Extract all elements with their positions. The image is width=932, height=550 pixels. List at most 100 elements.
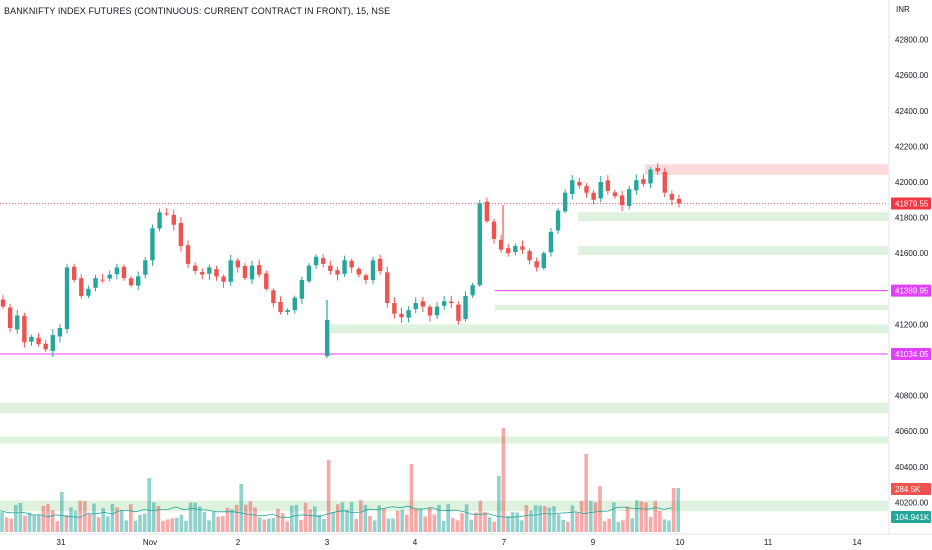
volume-bar: [55, 521, 59, 532]
volume-bar: [423, 516, 427, 532]
volume-bar: [331, 512, 335, 532]
volume-bar: [409, 464, 414, 532]
volume-bar: [115, 507, 119, 532]
y-tick-label: 41200.00: [895, 320, 929, 329]
candle-body: [43, 343, 48, 350]
candle-body: [249, 265, 255, 280]
volume-bar: [147, 478, 151, 532]
candle-body: [662, 171, 667, 193]
volume-bar: [276, 508, 280, 532]
volume-bar: [653, 500, 657, 532]
volume-bar: [101, 508, 105, 532]
candle-body: [271, 290, 276, 304]
volume-bar: [193, 502, 197, 532]
volume-bar: [639, 501, 644, 532]
candle-body: [612, 192, 618, 197]
candle-body: [192, 265, 198, 271]
demand-zone: [0, 402, 888, 414]
x-tick-label: 7: [502, 538, 507, 547]
volume-bar: [386, 518, 391, 532]
volume-bar: [368, 515, 372, 532]
x-tick-label: 4: [413, 538, 418, 547]
volume-bar: [377, 505, 381, 532]
volume-bar: [244, 504, 248, 532]
volume-bar: [179, 514, 184, 532]
candle-body: [79, 278, 84, 296]
x-tick-label: 2: [236, 538, 241, 547]
candle-body: [676, 198, 682, 204]
candle-body: [93, 278, 98, 288]
volume-bar: [239, 484, 243, 532]
volume-bar: [96, 517, 101, 532]
volume-bar: [27, 512, 32, 532]
candle-body: [427, 306, 433, 316]
candle-body: [370, 260, 376, 281]
volume-bar: [336, 504, 340, 532]
volume-bar: [207, 520, 211, 532]
volume-bar: [32, 515, 36, 532]
candle-body: [114, 267, 120, 275]
volume-bar: [156, 506, 161, 532]
volume-bar: [129, 504, 133, 532]
candle-body: [256, 265, 262, 275]
volume-bar: [621, 520, 625, 532]
volume-bar: [556, 514, 561, 532]
volume-bar: [253, 507, 257, 532]
volume-bar: [598, 486, 602, 532]
volume-bar: [248, 501, 253, 532]
volume-bar: [363, 504, 368, 532]
volume-bar: [124, 520, 128, 532]
x-tick-label: 31: [57, 538, 66, 547]
volume-bar: [510, 512, 515, 532]
candle-body: [214, 269, 219, 277]
chart-title: BANKNIFTY INDEX FUTURES (CONTINUOUS: CUR…: [4, 6, 391, 16]
candle-body: [57, 327, 63, 337]
volume-bar: [432, 514, 437, 532]
candle-body: [200, 272, 205, 275]
volume-bar: [391, 518, 395, 532]
candle-body: [449, 301, 454, 304]
candle-body: [207, 267, 212, 274]
candle-body: [577, 181, 582, 186]
volume-bar: [612, 502, 616, 532]
volume-bar: [110, 503, 115, 532]
candle-body: [335, 270, 340, 275]
volume-bar: [460, 513, 464, 532]
volume-bar: [262, 519, 266, 532]
volume-bar: [487, 517, 492, 532]
volume-bar: [372, 520, 377, 532]
candle-body: [0, 299, 6, 307]
volume-bar: [547, 507, 552, 532]
volume-bar: [175, 517, 179, 532]
candle-body: [669, 194, 675, 200]
volume-bar: [18, 502, 23, 532]
volume-bar: [589, 500, 593, 532]
candle-body: [392, 303, 397, 314]
candle-body: [342, 260, 347, 274]
volume-bar: [529, 510, 533, 532]
volume-bar: [395, 510, 400, 532]
candle-body: [399, 313, 404, 318]
volume-bar: [455, 520, 460, 532]
candle-body: [107, 274, 112, 279]
candle-body: [441, 301, 447, 306]
volume-bar: [37, 515, 41, 532]
candle-body: [598, 182, 603, 199]
volume-bar: [271, 517, 276, 532]
candle-body: [356, 268, 361, 275]
volume-bar: [478, 500, 483, 532]
y-tick-label: 40400.00: [895, 463, 929, 472]
volume-bar: [285, 521, 289, 532]
candle-body: [171, 214, 176, 225]
candle-body: [434, 306, 440, 316]
volume-bar: [483, 512, 487, 532]
y-tick-label: 42800.00: [895, 36, 929, 45]
candle-body: [15, 315, 20, 330]
candle-body: [555, 210, 561, 231]
volume-bar: [543, 506, 547, 532]
candle-body: [484, 201, 490, 222]
volume-bar: [566, 521, 570, 532]
volume-bar: [616, 521, 621, 532]
